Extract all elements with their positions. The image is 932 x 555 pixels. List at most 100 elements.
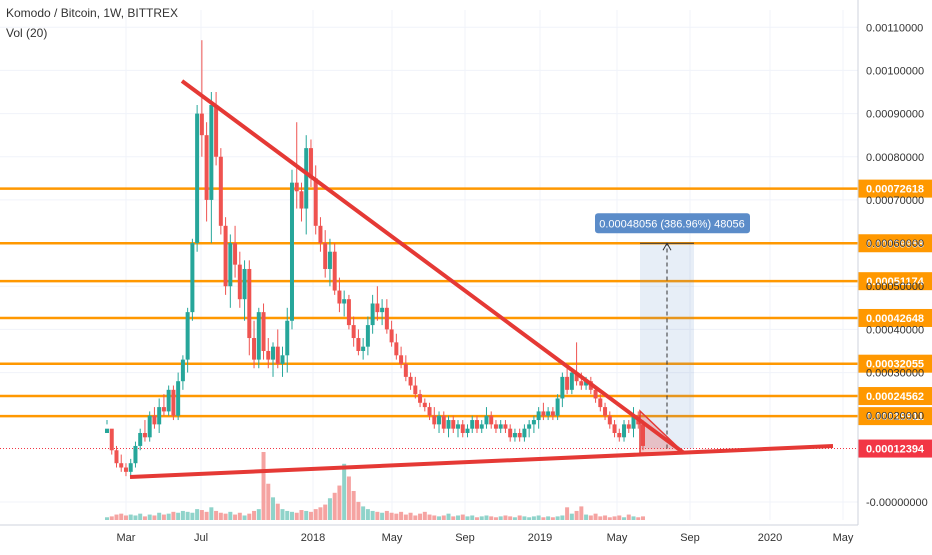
volume-bar [138, 513, 143, 520]
candle-body [332, 251, 337, 291]
candle-body [541, 411, 546, 416]
candle-body [394, 342, 399, 356]
candle-body [361, 346, 366, 351]
triangle-apex [639, 409, 686, 454]
candle-body [323, 243, 328, 269]
candle-body [641, 424, 645, 446]
volume-bar [622, 517, 627, 520]
chart-title: Komodo / Bitcoin, 1W, BITTREX [6, 6, 179, 20]
candle-body [147, 415, 152, 438]
candle-body [346, 299, 351, 326]
volume-bar [408, 512, 413, 520]
candle-body [579, 381, 584, 386]
volume-bar [394, 513, 399, 520]
candle-body [503, 424, 508, 429]
volume-bar [584, 514, 589, 520]
candle-body [171, 389, 176, 416]
volume-bar [318, 507, 323, 520]
volume-bar [365, 509, 370, 520]
y-tick-label: 0.00020000 [866, 411, 924, 423]
x-tick-label: Jul [194, 532, 208, 544]
x-tick-label: Sep [680, 532, 700, 544]
candle-body [365, 325, 370, 347]
volume-bar [418, 513, 423, 520]
level-tag [858, 179, 932, 198]
volume-bar [603, 515, 608, 520]
volume-bar [266, 483, 271, 520]
volume-bar [593, 513, 598, 520]
candle-body [560, 376, 565, 399]
volume-bar [275, 503, 280, 520]
level-tag-label: 0.00072618 [866, 184, 924, 196]
volume-bar [456, 515, 461, 520]
volume-bar [218, 512, 223, 520]
descending-trendline [180, 79, 686, 455]
x-tick-label: 2019 [528, 532, 552, 544]
candle-body [180, 359, 185, 382]
volume-bar [204, 511, 209, 520]
volume-bar [541, 517, 546, 520]
volume-bar [356, 501, 361, 520]
candle-body [157, 407, 162, 425]
volume-bar [555, 516, 560, 520]
level-tag [858, 308, 932, 327]
candle-body [598, 398, 603, 408]
candle-body [375, 303, 380, 313]
level-tag [858, 234, 932, 253]
x-tick-label: 2020 [758, 532, 782, 544]
volume-bar [550, 517, 555, 520]
volume-bar [280, 509, 285, 520]
volume-bar [441, 515, 446, 520]
candle-body [418, 394, 423, 403]
ascending-support-line [129, 444, 834, 479]
volume-bar [484, 515, 489, 520]
volume-indicator-label: Vol (20) [6, 26, 48, 40]
last-price-tag [858, 439, 932, 458]
x-tick-label: May [607, 532, 628, 544]
candle-body [199, 113, 204, 136]
volume-bar [195, 509, 200, 520]
volume-bar [228, 511, 233, 520]
volume-bar [152, 515, 157, 520]
volume-bar [512, 517, 517, 520]
candle-body [247, 268, 252, 339]
volume-bar [612, 516, 617, 520]
volume-bar [451, 516, 456, 520]
volume-bar [474, 517, 479, 520]
volume-bar [489, 516, 494, 520]
measure-label: 0.00048056 (386.96%) 48056 [599, 218, 745, 230]
y-tick-label: -0.00000000 [866, 497, 928, 509]
y-tick-label: 0.00040000 [866, 324, 924, 336]
candle-body [138, 432, 143, 446]
candle-body [574, 372, 579, 382]
candle-body [413, 385, 418, 395]
candle-body [465, 428, 470, 433]
candle-body [337, 290, 342, 304]
volume-bar [375, 511, 380, 520]
candle-body [422, 402, 427, 408]
candle-body [380, 307, 385, 313]
candle-body [252, 338, 257, 360]
volume-bar [626, 514, 631, 520]
candle-body [470, 420, 475, 429]
candle-body [209, 104, 214, 200]
volume-bar [176, 512, 181, 520]
level-tag-label: 0.00032055 [866, 359, 924, 371]
trend-lines [129, 79, 834, 479]
last-price-label: 0.00012394 [866, 444, 925, 456]
volume-bar [517, 515, 522, 520]
volume-bar [114, 514, 119, 520]
volume-bar [147, 514, 152, 520]
volume-bar [256, 509, 261, 520]
candle-body [498, 424, 503, 429]
candle-body [204, 135, 209, 200]
volume-bar [546, 516, 551, 520]
volume-bar [233, 514, 238, 520]
volume-bar [503, 515, 508, 520]
candle-body [109, 428, 114, 451]
volume-bar [641, 516, 645, 520]
candle-body [299, 191, 304, 209]
volume-bar [631, 516, 636, 520]
volume-bar [185, 511, 190, 520]
